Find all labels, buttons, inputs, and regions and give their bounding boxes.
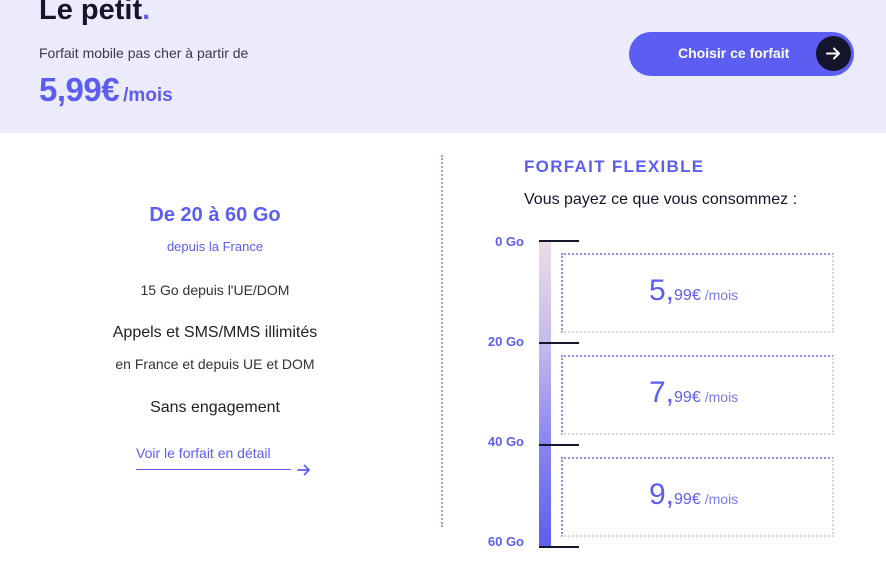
data-range: De 20 à 60 Go — [149, 204, 281, 226]
calls-coverage: en France et depuis UE et DOM — [115, 356, 315, 372]
gauge-tick — [539, 546, 579, 548]
link-underline — [136, 469, 291, 470]
choose-plan-label: Choisir ce forfait — [678, 45, 790, 61]
plan-subtitle: Forfait mobile pas cher à partir de — [39, 45, 249, 61]
tier-price: 5,99€/mois — [649, 274, 739, 307]
price-tier: 9,99€/mois — [561, 457, 834, 537]
commitment-feature: Sans engagement — [150, 399, 280, 416]
gauge-tick — [539, 444, 579, 446]
starting-price: 5,99€/mois — [39, 71, 173, 109]
gauge-label-40: 40 Go — [487, 434, 524, 449]
data-origin: depuis la France — [166, 239, 264, 254]
price-unit: /mois — [123, 85, 173, 106]
arrow-right-icon[interactable] — [297, 463, 311, 482]
gauge-label-0: 0 Go — [495, 234, 524, 249]
price-amount: 5,99€ — [39, 71, 120, 108]
gauge-label-20: 20 Go — [487, 334, 524, 349]
plan-details: De 20 à 60 Go depuis la France 15 Go dep… — [0, 133, 430, 571]
gauge-label-60: 60 Go — [487, 534, 524, 549]
tier-price: 9,99€/mois — [649, 478, 739, 511]
price-tier: 7,99€/mois — [561, 355, 834, 435]
tier-price: 7,99€/mois — [649, 376, 739, 409]
hero-banner: Le petit. Forfait mobile pas cher à part… — [0, 0, 886, 133]
flexible-plan-subtitle: Vous payez ce que vous consommez : — [524, 191, 798, 208]
gauge-tick — [539, 240, 579, 242]
gauge-tick — [539, 342, 579, 344]
plan-detail-link[interactable]: Voir le forfait en détail — [136, 445, 271, 461]
choose-plan-button[interactable]: Choisir ce forfait — [629, 32, 854, 76]
arrow-right-icon — [816, 36, 851, 71]
flexible-plan-title: FORFAIT FLEXIBLE — [524, 157, 705, 176]
data-usage-gauge — [539, 241, 551, 548]
eu-data-allowance: 15 Go depuis l'UE/DOM — [140, 282, 290, 298]
plan-title: Le petit. — [39, 0, 151, 26]
price-tier: 5,99€/mois — [561, 253, 834, 333]
column-divider — [441, 155, 443, 527]
calls-feature: Appels et SMS/MMS illimités — [112, 324, 318, 341]
